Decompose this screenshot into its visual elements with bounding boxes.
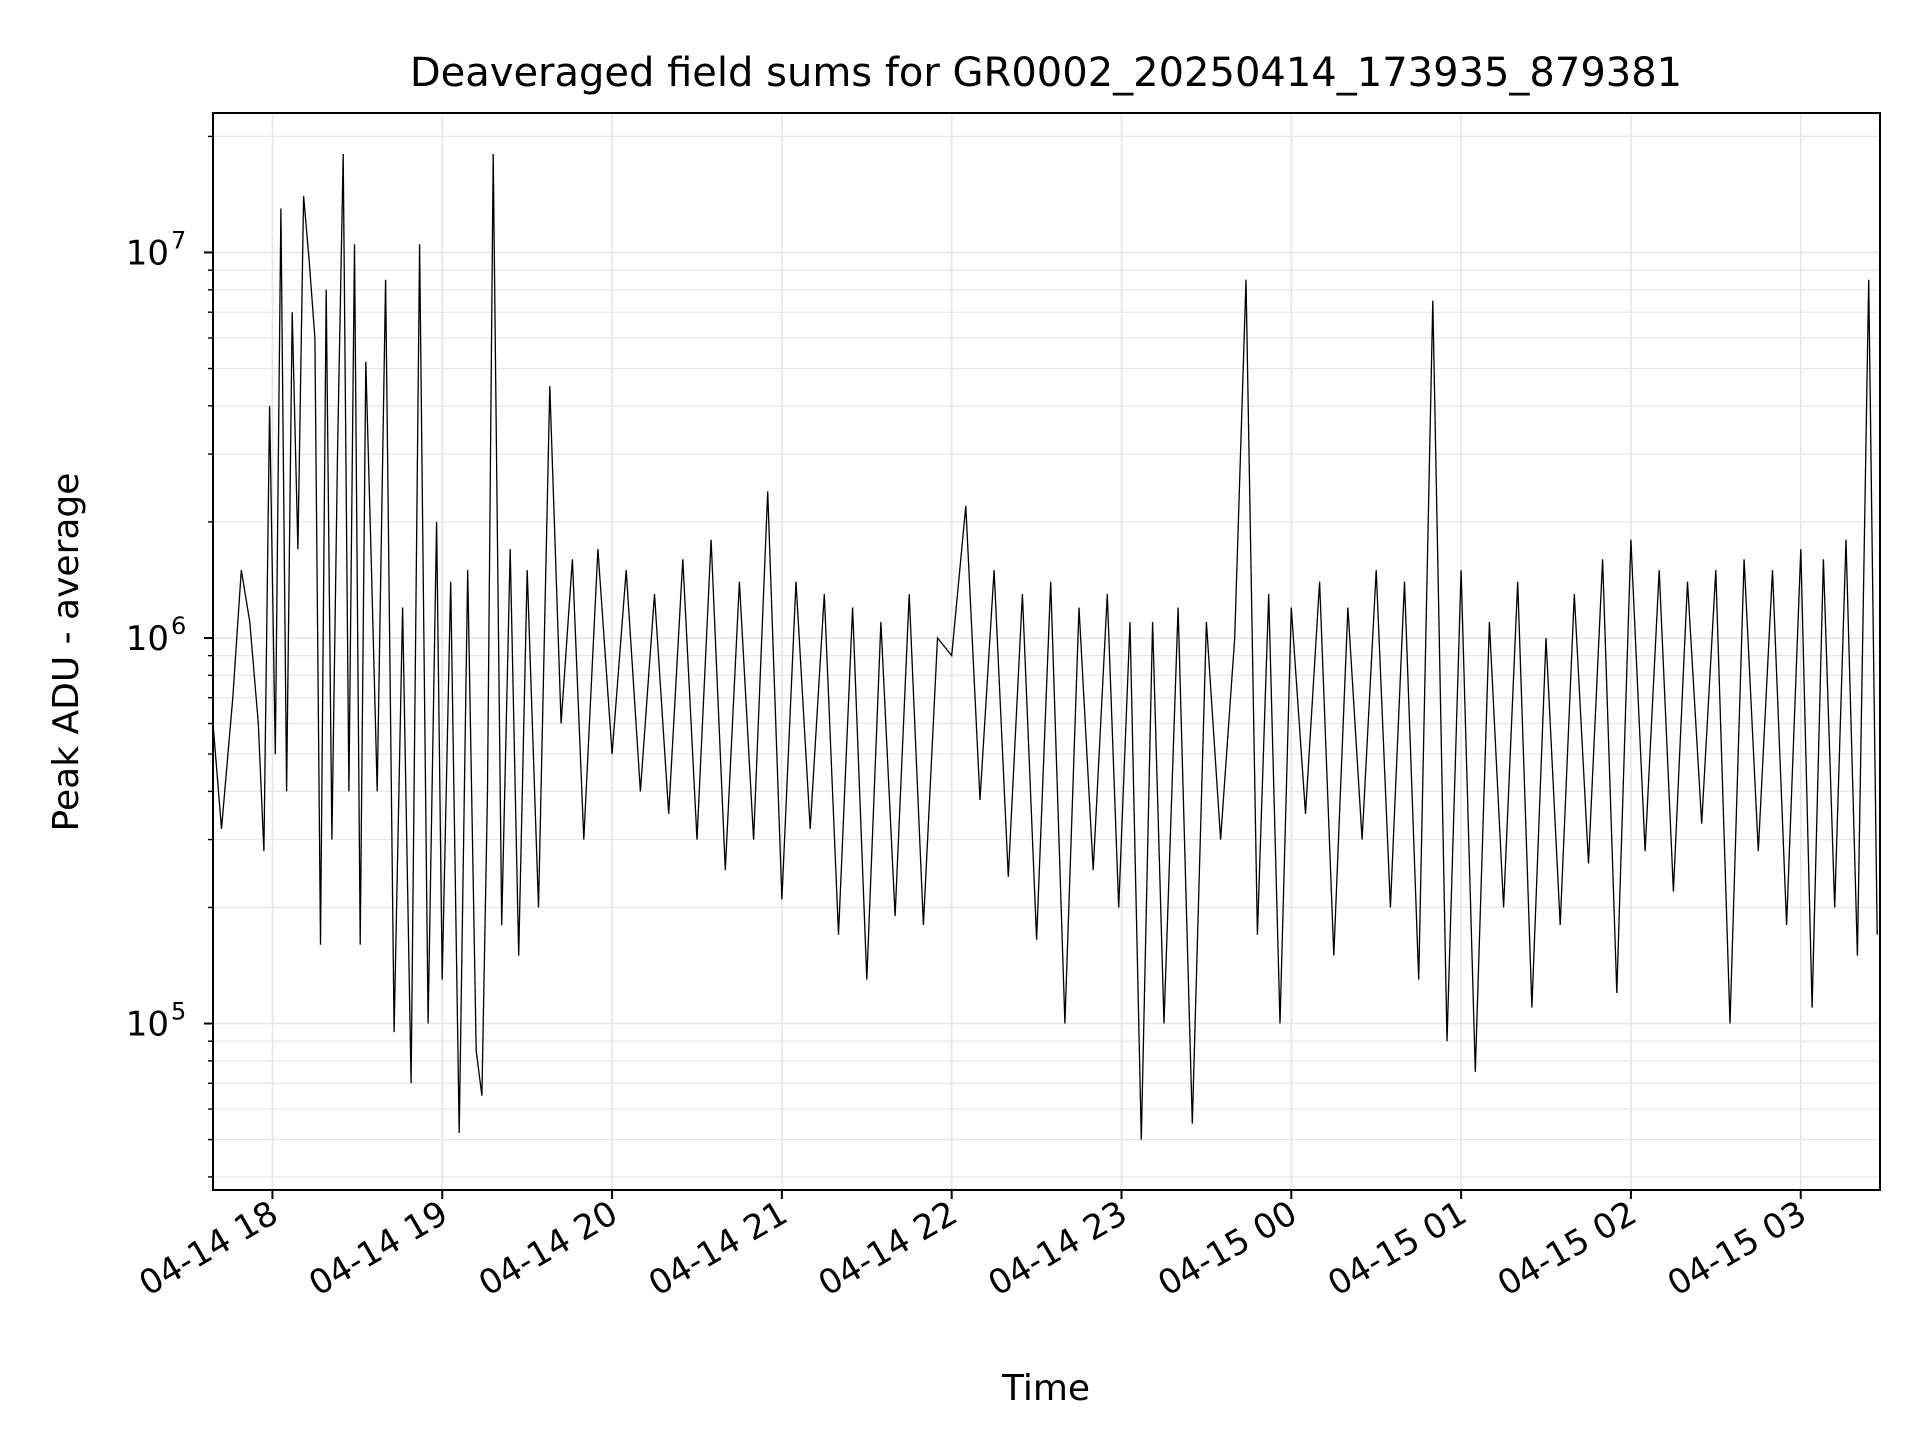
- y-tick-label: 10: [126, 1005, 169, 1045]
- plot-frame: [212, 112, 1881, 1191]
- y-tick-exponent: 5: [171, 998, 186, 1026]
- y-tick-exponent: 7: [171, 226, 186, 254]
- grid: [213, 113, 1880, 1190]
- chart-title: Deaveraged field sums for GR0002_2025041…: [410, 50, 1682, 96]
- x-axis-label: Time: [1001, 1368, 1090, 1409]
- y-tick-label: 10: [126, 233, 169, 273]
- series-line: [212, 153, 1878, 1140]
- y-axis-label: Peak ADU - average: [46, 473, 87, 832]
- y-tick-label: 10: [126, 619, 169, 659]
- y-tick-exponent: 6: [171, 612, 186, 640]
- plot-area: [212, 153, 1878, 1140]
